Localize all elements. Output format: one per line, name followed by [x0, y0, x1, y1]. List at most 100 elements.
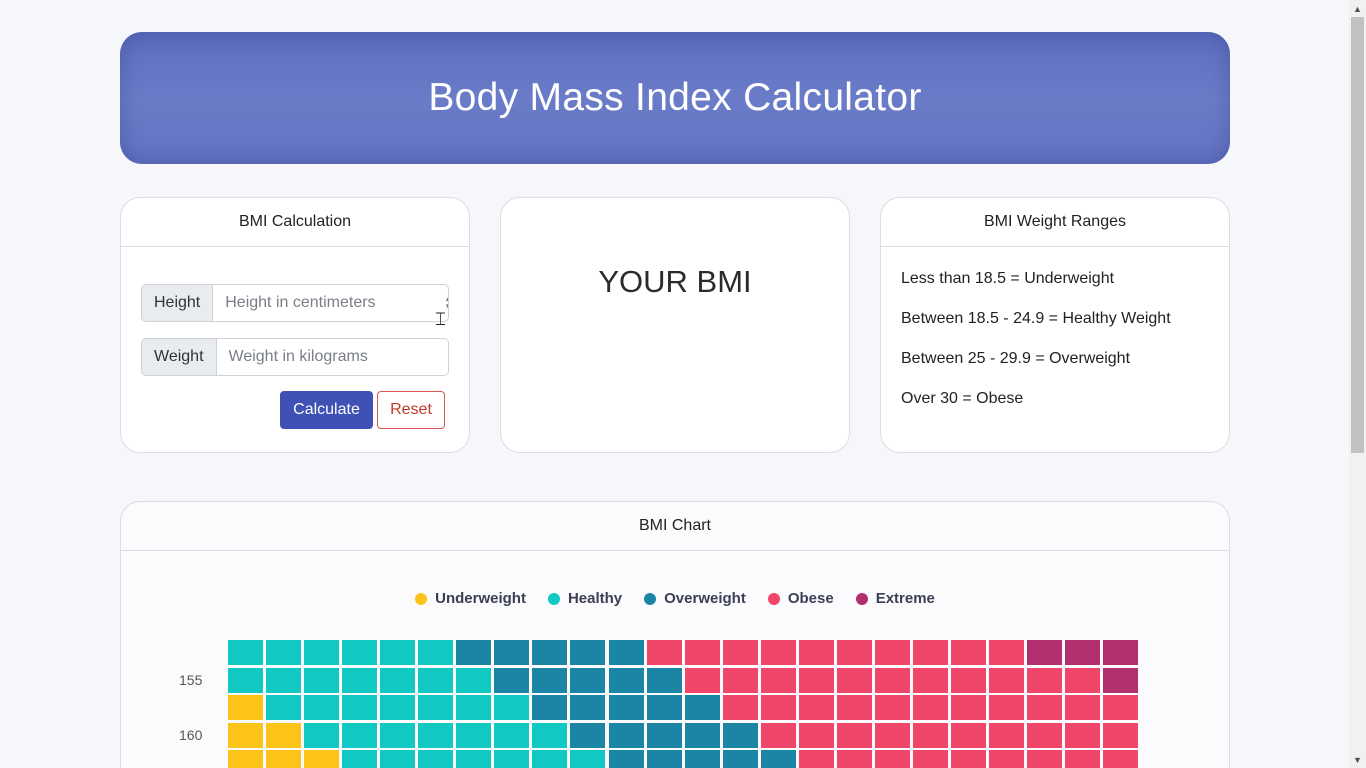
- bmi-cell-overweight[interactable]: [722, 722, 758, 748]
- bmi-cell-healthy[interactable]: [266, 640, 302, 665]
- bmi-cell-overweight[interactable]: [532, 667, 568, 693]
- bmi-cell-healthy[interactable]: [418, 695, 454, 721]
- bmi-cell-healthy[interactable]: [456, 750, 492, 768]
- bmi-cell-healthy[interactable]: [304, 667, 340, 693]
- bmi-cell-healthy[interactable]: [342, 695, 378, 721]
- bmi-cell-overweight[interactable]: [684, 750, 720, 768]
- bmi-cell-healthy[interactable]: [228, 667, 263, 693]
- bmi-cell-healthy[interactable]: [266, 695, 302, 721]
- bmi-cell-obese[interactable]: [1103, 722, 1139, 748]
- bmi-cell-obese[interactable]: [1065, 722, 1101, 748]
- bmi-cell-obese[interactable]: [912, 667, 948, 693]
- bmi-cell-healthy[interactable]: [456, 695, 492, 721]
- bmi-cell-obese[interactable]: [989, 640, 1024, 665]
- bmi-cell-overweight[interactable]: [684, 695, 720, 721]
- bmi-cell-obese[interactable]: [722, 640, 758, 665]
- bmi-cell-obese[interactable]: [798, 722, 834, 748]
- scroll-up-icon[interactable]: ▲: [1353, 3, 1362, 14]
- chevron-down-icon[interactable]: ▼: [444, 303, 448, 311]
- bmi-cell-obese[interactable]: [950, 640, 986, 665]
- bmi-cell-obese[interactable]: [1065, 750, 1101, 768]
- bmi-cell-obese[interactable]: [836, 750, 872, 768]
- bmi-cell-healthy[interactable]: [380, 640, 416, 665]
- bmi-cell-extreme[interactable]: [1065, 640, 1101, 665]
- bmi-cell-obese[interactable]: [1103, 695, 1139, 721]
- bmi-cell-obese[interactable]: [1027, 722, 1063, 748]
- bmi-cell-healthy[interactable]: [380, 722, 416, 748]
- bmi-cell-overweight[interactable]: [494, 667, 530, 693]
- bmi-cell-obese[interactable]: [950, 667, 986, 693]
- bmi-cell-obese[interactable]: [722, 695, 758, 721]
- bmi-cell-obese[interactable]: [798, 750, 834, 768]
- bmi-cell-overweight[interactable]: [532, 695, 568, 721]
- bmi-cell-healthy[interactable]: [266, 667, 302, 693]
- height-stepper[interactable]: ▲ ▼: [444, 285, 448, 321]
- bmi-cell-obese[interactable]: [950, 722, 986, 748]
- bmi-cell-obese[interactable]: [912, 722, 948, 748]
- bmi-cell-obese[interactable]: [912, 750, 948, 768]
- bmi-cell-obese[interactable]: [912, 695, 948, 721]
- bmi-cell-obese[interactable]: [1027, 750, 1063, 768]
- bmi-cell-underweight[interactable]: [266, 722, 302, 748]
- bmi-cell-obese[interactable]: [684, 667, 720, 693]
- bmi-cell-overweight[interactable]: [760, 750, 796, 768]
- legend-item-extreme[interactable]: Extreme: [855, 590, 935, 607]
- bmi-cell-obese[interactable]: [989, 667, 1024, 693]
- bmi-cell-obese[interactable]: [722, 667, 758, 693]
- bmi-cell-healthy[interactable]: [380, 695, 416, 721]
- vertical-scrollbar[interactable]: ▲ ▼: [1349, 0, 1366, 768]
- bmi-cell-extreme[interactable]: [1027, 640, 1063, 665]
- bmi-cell-obese[interactable]: [798, 640, 834, 665]
- bmi-cell-healthy[interactable]: [418, 667, 454, 693]
- reset-button[interactable]: Reset: [377, 391, 445, 429]
- bmi-cell-extreme[interactable]: [1103, 667, 1139, 693]
- bmi-cell-healthy[interactable]: [342, 750, 378, 768]
- bmi-cell-overweight[interactable]: [684, 722, 720, 748]
- bmi-cell-healthy[interactable]: [494, 722, 530, 748]
- bmi-cell-obese[interactable]: [760, 640, 796, 665]
- bmi-cell-overweight[interactable]: [608, 640, 644, 665]
- bmi-cell-healthy[interactable]: [380, 667, 416, 693]
- bmi-cell-overweight[interactable]: [532, 640, 568, 665]
- scroll-down-icon[interactable]: ▼: [1353, 754, 1362, 765]
- bmi-cell-obese[interactable]: [989, 722, 1024, 748]
- bmi-cell-obese[interactable]: [874, 722, 910, 748]
- bmi-cell-healthy[interactable]: [228, 640, 263, 665]
- bmi-cell-healthy[interactable]: [494, 695, 530, 721]
- bmi-cell-underweight[interactable]: [304, 750, 340, 768]
- bmi-cell-overweight[interactable]: [646, 750, 682, 768]
- bmi-cell-obese[interactable]: [1103, 750, 1139, 768]
- bmi-cell-obese[interactable]: [874, 640, 910, 665]
- bmi-cell-obese[interactable]: [836, 640, 872, 665]
- bmi-cell-obese[interactable]: [1027, 667, 1063, 693]
- bmi-cell-overweight[interactable]: [722, 750, 758, 768]
- chevron-up-icon[interactable]: ▲: [444, 295, 448, 303]
- bmi-cell-healthy[interactable]: [456, 667, 492, 693]
- bmi-cell-obese[interactable]: [874, 667, 910, 693]
- bmi-cell-obese[interactable]: [989, 750, 1024, 768]
- chevron-down-icon[interactable]: ▼: [448, 357, 449, 365]
- bmi-cell-underweight[interactable]: [228, 750, 263, 768]
- bmi-cell-overweight[interactable]: [570, 695, 606, 721]
- bmi-cell-healthy[interactable]: [304, 640, 340, 665]
- bmi-cell-healthy[interactable]: [570, 750, 606, 768]
- height-input[interactable]: [213, 285, 445, 321]
- bmi-cell-obese[interactable]: [760, 667, 796, 693]
- bmi-cell-healthy[interactable]: [456, 722, 492, 748]
- calculate-button[interactable]: Calculate: [280, 391, 373, 429]
- bmi-cell-obese[interactable]: [836, 667, 872, 693]
- bmi-cell-overweight[interactable]: [608, 667, 644, 693]
- bmi-cell-obese[interactable]: [760, 722, 796, 748]
- bmi-cell-underweight[interactable]: [228, 695, 263, 721]
- weight-input[interactable]: [216, 339, 448, 375]
- bmi-cell-overweight[interactable]: [608, 750, 644, 768]
- bmi-cell-obese[interactable]: [1065, 695, 1101, 721]
- bmi-cell-overweight[interactable]: [646, 695, 682, 721]
- bmi-cell-healthy[interactable]: [532, 750, 568, 768]
- bmi-cell-obese[interactable]: [836, 722, 872, 748]
- bmi-cell-overweight[interactable]: [494, 640, 530, 665]
- bmi-cell-healthy[interactable]: [342, 667, 378, 693]
- bmi-cell-obese[interactable]: [798, 695, 834, 721]
- bmi-cell-overweight[interactable]: [646, 722, 682, 748]
- bmi-cell-healthy[interactable]: [494, 750, 530, 768]
